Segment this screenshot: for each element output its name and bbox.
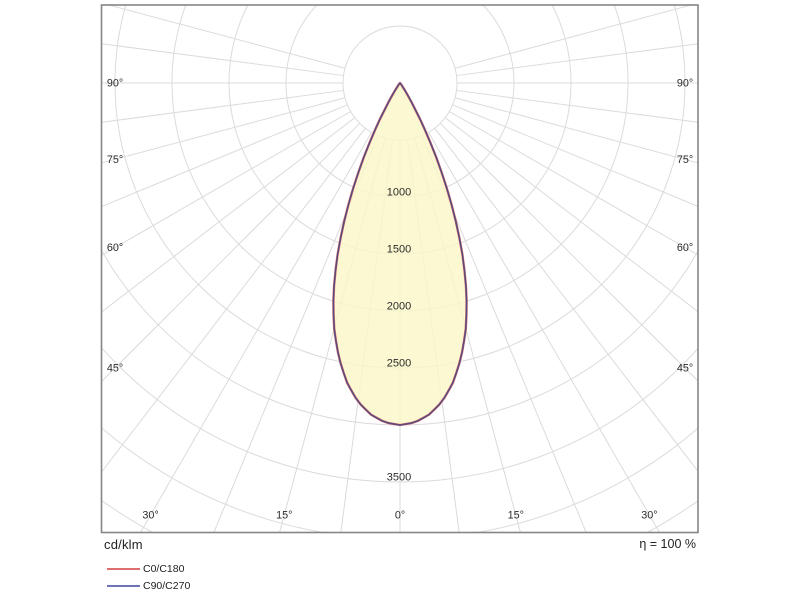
angle-label-bottom-30: 30° [142,510,158,522]
grid-radial-line [452,104,698,207]
legend: C0/C180 C90/C270 [107,560,190,594]
angle-label-right-90: 90° [677,78,693,90]
grid-radial-line [139,132,372,533]
ring-label: 2000 [387,301,411,313]
grid-radial-line [444,117,698,313]
grid-radial-line [421,135,587,533]
beam-fill [333,83,467,425]
angle-label-right-75: 75° [677,154,693,166]
grid-radial-line [434,127,698,473]
angle-label-bottom-15: 15° [508,510,524,522]
c90-line-swatch [107,584,140,587]
grid-radial-line [439,122,698,382]
grid-radial-line [213,135,379,533]
angle-label-right-45: 45° [677,363,693,375]
legend-item-c0: C0/C180 [107,560,190,577]
grid-radial-line [101,89,344,123]
angle-label-bottom-0: 0° [395,510,405,522]
grid-radial-line [456,43,698,77]
grid-radial-line [456,89,698,123]
angle-label-bottom-30: 30° [641,510,657,522]
grid-radial-line [101,127,366,473]
chart-frame [100,4,699,534]
angle-label-left-45: 45° [107,363,123,375]
angle-label-left-60: 60° [107,242,123,254]
legend-item-c90: C90/C270 [107,577,190,594]
angle-label-left-75: 75° [107,154,123,166]
grid-radial-line [449,111,698,256]
efficiency-label: η = 100 % [639,537,696,551]
grid-radial-line [101,111,351,256]
ring-label: 2500 [387,358,411,370]
angle-label-bottom-15: 15° [276,510,292,522]
angle-label-right-60: 60° [677,242,693,254]
legend-label-c90: C90/C270 [143,579,191,592]
grid-radial-line [454,5,694,69]
grid-radial-line [101,97,346,164]
grid-radial-line [101,117,356,313]
legend-label-c0: C0/C180 [143,562,185,575]
c90-c270-curve [332,82,468,426]
grid-radial-line [454,97,698,164]
c0-line-swatch [107,567,140,570]
ring-label: 1500 [387,244,411,256]
grid-radial-line [428,132,661,533]
grid-radial-line [106,5,346,69]
angle-label-left-90: 90° [107,78,123,90]
ring-label: 3500 [387,472,411,484]
unit-label: cd/klm [104,537,143,552]
grid-radial-line [101,43,344,77]
ring-label: 1000 [387,187,411,199]
grid-radial-line [101,122,361,383]
grid-radial-line [101,104,348,208]
